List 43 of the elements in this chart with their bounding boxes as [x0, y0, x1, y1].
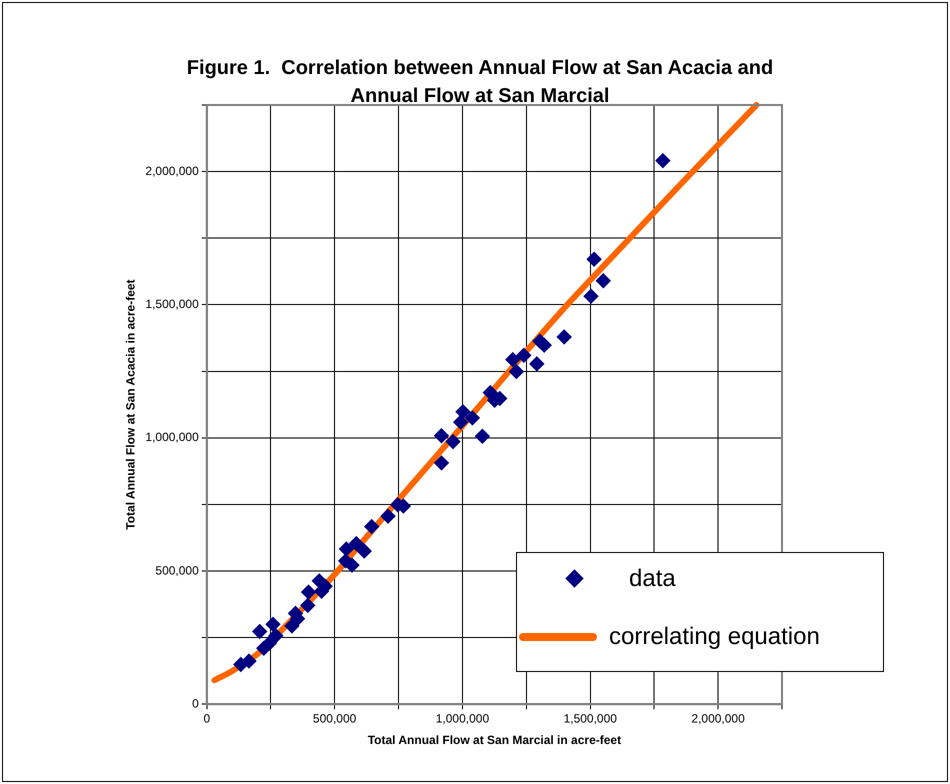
point [445, 434, 460, 450]
point [356, 544, 372, 559]
point [655, 153, 670, 168]
y-tick-label: 2,000,000 [145, 164, 200, 178]
legend-label: correlating equation [609, 623, 820, 651]
point [434, 455, 449, 470]
point [380, 508, 396, 524]
point [301, 584, 316, 600]
y-tick-label: 500,000 [155, 563, 200, 578]
point [338, 541, 354, 556]
point [508, 364, 524, 380]
point [474, 428, 490, 444]
point [516, 348, 532, 363]
y-tick-label: 0 [192, 696, 200, 711]
point [434, 428, 449, 444]
point [266, 616, 280, 632]
point [586, 252, 602, 267]
point [596, 273, 611, 288]
point [241, 654, 256, 669]
x-tick-label: 1,500,000 [564, 712, 618, 726]
legend-label: data [629, 565, 676, 593]
point [268, 628, 284, 644]
chart-title: Figure 1. Correlation between Annual Flow at San Acacia and Annual Flow at San Marcial [186, 56, 774, 109]
point [556, 329, 572, 344]
point [364, 519, 380, 534]
y-axis-title: Total Annual Flow at San Acacia in acre-feet [124, 279, 138, 530]
point [453, 414, 468, 430]
point [300, 598, 316, 613]
point [455, 404, 470, 420]
x-axis-title: Total Annual Flow at San Marcial in acre-feet [368, 733, 622, 748]
point [505, 352, 520, 368]
point [536, 338, 552, 353]
x-tick-label: 2,000,000 [691, 712, 746, 726]
point [348, 536, 364, 552]
x-tick-label: 0 [203, 712, 210, 726]
point [584, 288, 599, 304]
y-tick-label: 1,500,000 [145, 297, 200, 312]
point [252, 624, 268, 639]
point [464, 410, 480, 426]
point [529, 356, 544, 372]
x-tick-label: 500,000 [312, 712, 357, 726]
y-tick-label: 1,000,000 [145, 430, 200, 444]
x-tick-label: 1,000,000 [436, 712, 490, 726]
